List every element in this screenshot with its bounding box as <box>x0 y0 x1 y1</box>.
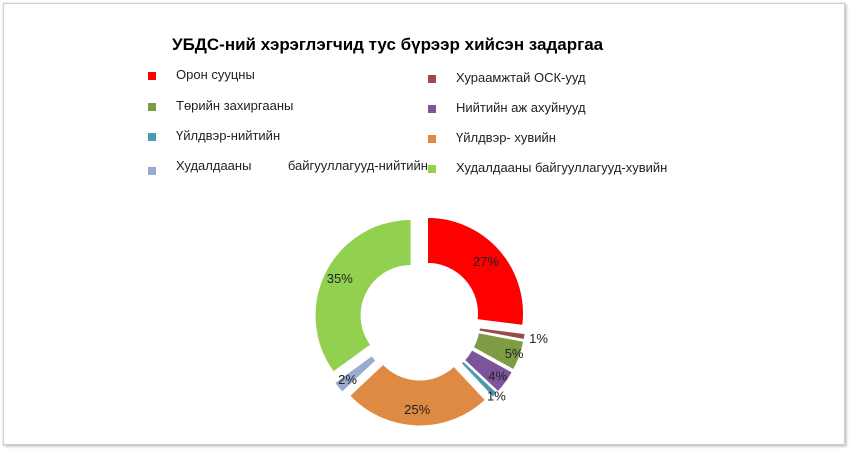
legend-swatch-3 <box>428 105 436 113</box>
donut-slice-1 <box>478 327 526 341</box>
donut-slice-7 <box>314 218 412 373</box>
legend-swatch-5 <box>428 135 436 143</box>
legend-swatch-4 <box>148 133 156 141</box>
legend-label-3: Нийтийн аж ахуйнууд <box>456 100 586 115</box>
legend-swatch-1 <box>428 75 436 83</box>
legend-swatch-0 <box>148 72 156 80</box>
data-label-3: 4% <box>488 368 507 383</box>
donut-slice-3 <box>463 349 513 393</box>
legend-label-2: Төрийн захиргааны <box>176 98 294 113</box>
data-label-0: 27% <box>473 254 499 269</box>
donut-slice-6 <box>333 355 377 393</box>
data-label-1: 1% <box>529 331 548 346</box>
donut-slice-2 <box>472 332 525 371</box>
legend-label-5: Үйлдвэр- хувийн <box>456 130 556 145</box>
data-label-6: 2% <box>338 372 357 387</box>
legend-label-4: Үйлдвэр-нийтийн <box>176 128 281 143</box>
legend-label-0: Орон сууцны <box>176 67 255 82</box>
data-label-4: 1% <box>487 388 506 403</box>
data-label-2: 5% <box>505 346 524 361</box>
legend-label-6: Худалдааны байгууллагууд-нийтийн <box>176 158 428 173</box>
data-label-7: 35% <box>327 271 353 286</box>
donut-slice-5 <box>348 363 487 427</box>
legend-label-7: Худалдааны байгууллагууд-хувийн <box>456 160 668 175</box>
legend-swatch-7 <box>428 165 436 173</box>
chart-title: УБДС-ний хэрэглэгчид тус бүрээр хийсэн з… <box>172 35 604 54</box>
donut-slices <box>314 216 526 427</box>
donut-slice-4 <box>460 360 498 398</box>
donut-slice-0 <box>427 216 524 326</box>
legend-label-1: Хураамжтай ОСК-ууд <box>456 70 586 85</box>
legend-swatch-2 <box>148 103 156 111</box>
legend-swatch-6 <box>148 167 156 175</box>
chart-frame <box>3 3 845 445</box>
donut-data-labels: 27% 1% 5% 4% 1% 25% 2% 35% <box>327 254 549 417</box>
data-label-5: 25% <box>404 402 430 417</box>
